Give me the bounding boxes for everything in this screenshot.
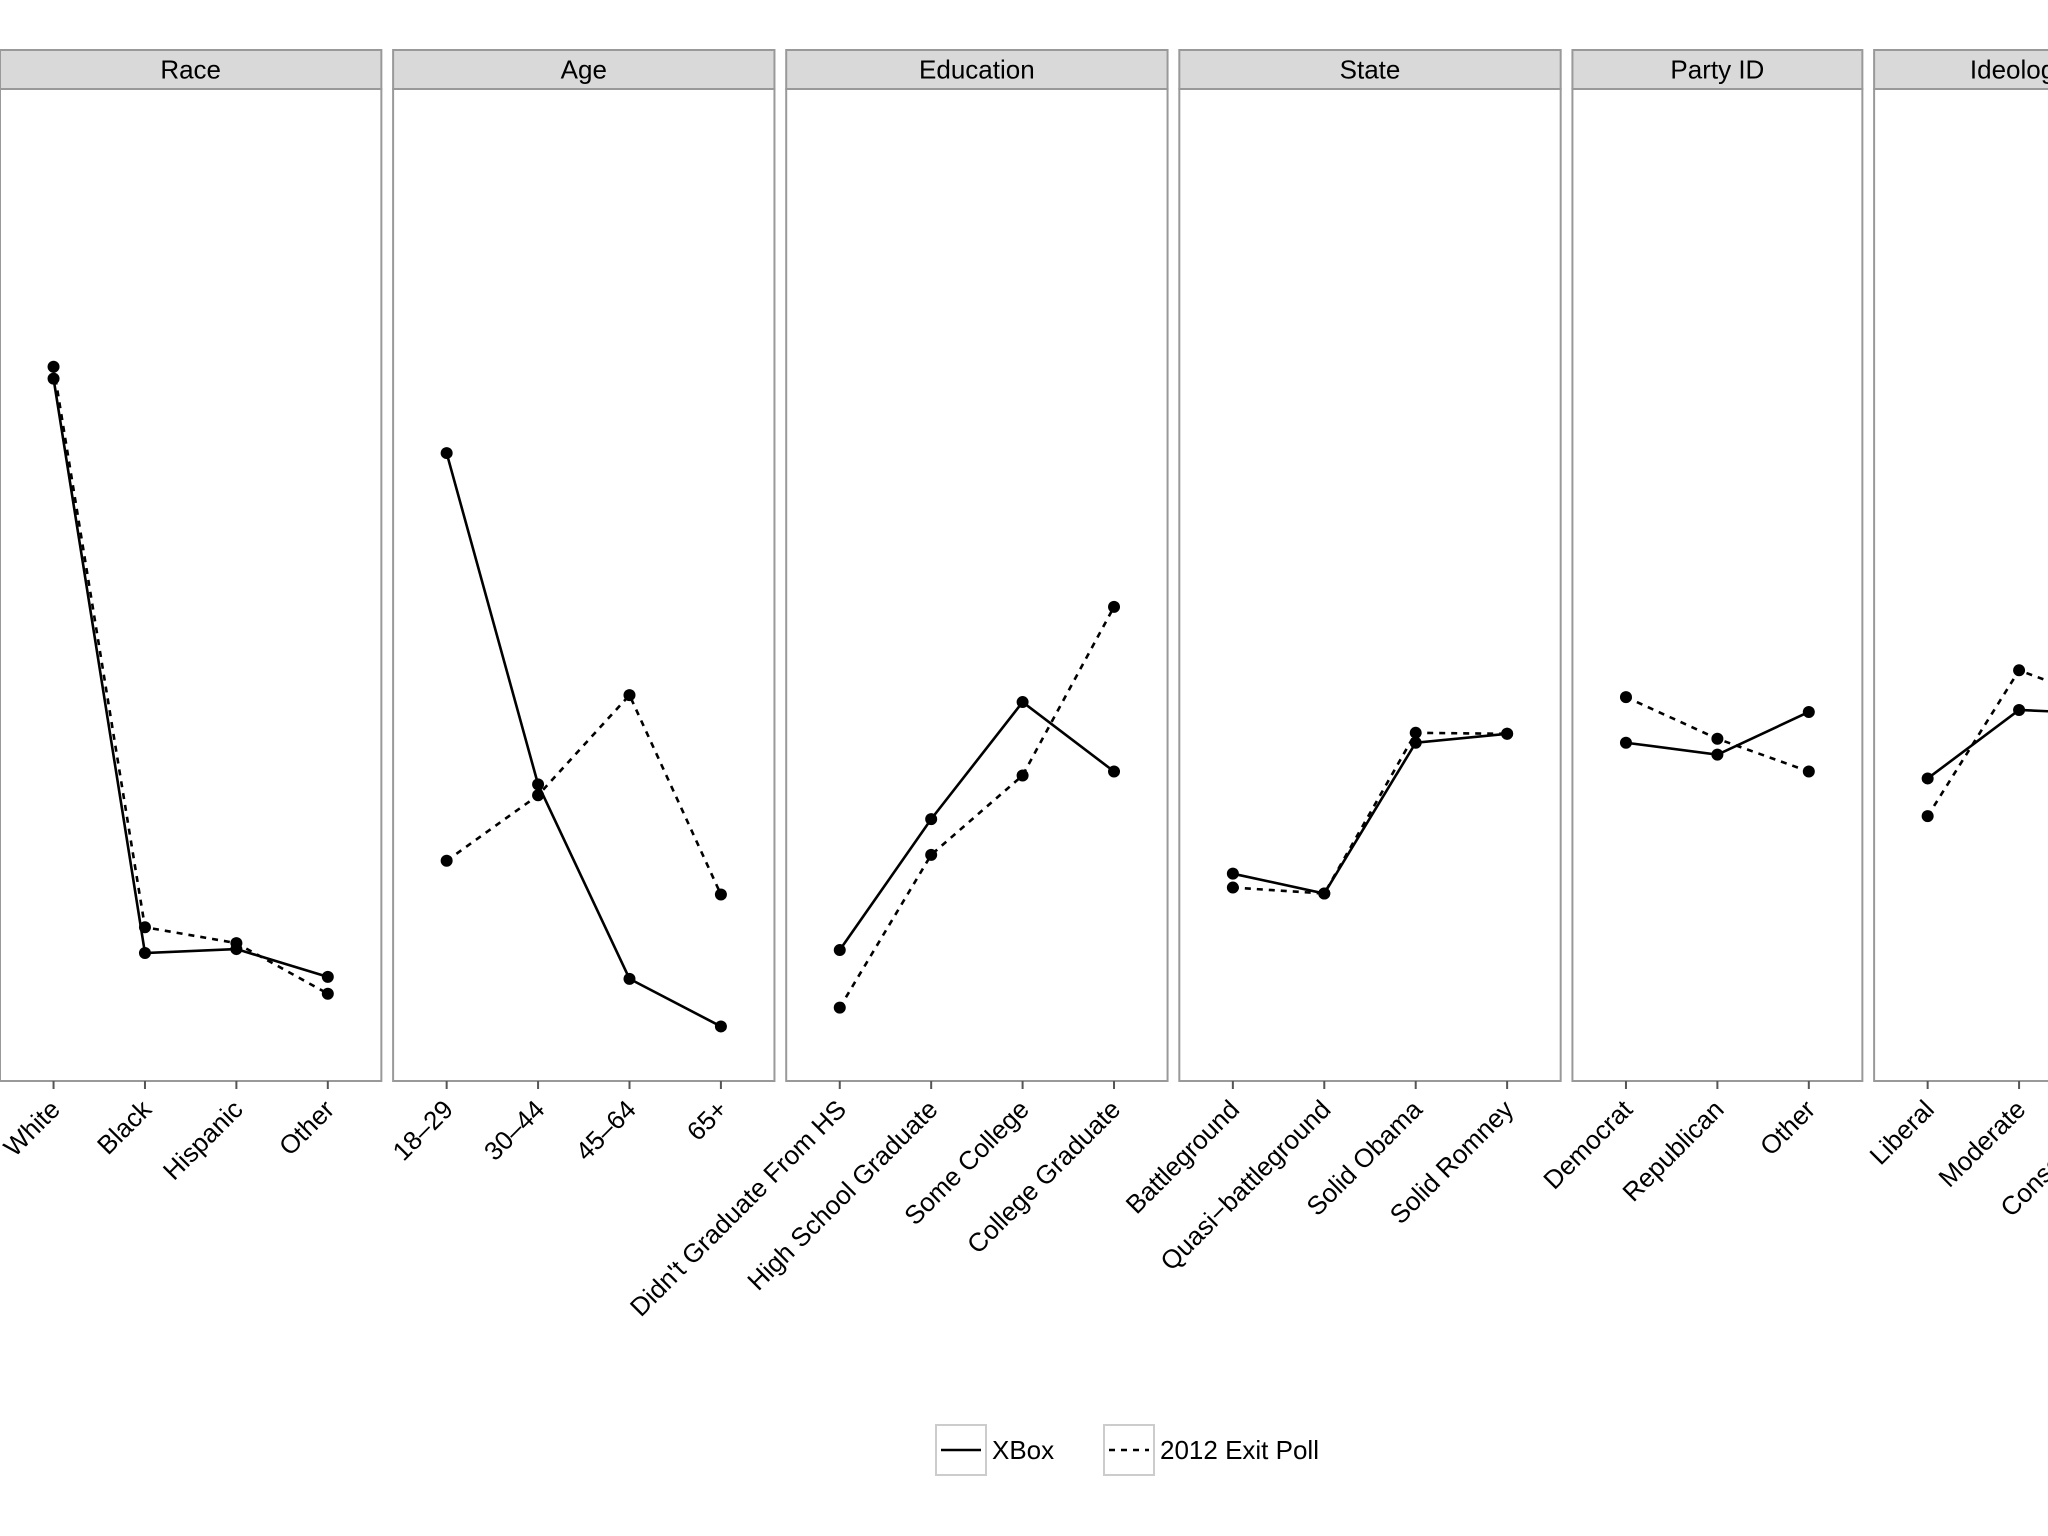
x-tick-label: College Graduate: [961, 1094, 1126, 1259]
point: [2013, 703, 2026, 716]
point: [925, 848, 938, 861]
point: [532, 778, 545, 791]
panel: [1571, 88, 1864, 1082]
panel-title: Education: [919, 55, 1035, 85]
point: [321, 970, 334, 983]
panel-title: Party ID: [1670, 55, 1764, 85]
point: [714, 1020, 727, 1033]
x-tick-label: Other: [273, 1094, 340, 1161]
point: [47, 360, 60, 373]
x-tick-label: 18–29: [387, 1094, 459, 1166]
x-tick-label: Quasi−battleground: [1154, 1094, 1336, 1276]
point: [623, 972, 636, 985]
strip: [0, 49, 383, 90]
point: [1802, 705, 1815, 718]
x-tick-label: 65+: [681, 1094, 733, 1146]
point: [230, 937, 243, 950]
series-line: [445, 452, 722, 1028]
point: [1016, 696, 1029, 709]
legend-label: 2012 Exit Poll: [1160, 1435, 1319, 1465]
panel: [0, 88, 383, 1082]
point: [833, 1001, 846, 1014]
panel-title: State: [1340, 55, 1401, 85]
point: [1318, 887, 1331, 900]
point: [1619, 736, 1632, 749]
panel: [392, 88, 776, 1082]
series-line: [1232, 732, 1508, 895]
point: [1108, 765, 1121, 778]
panel: [1178, 88, 1562, 1082]
point: [532, 789, 545, 802]
point: [1108, 600, 1121, 613]
panel-title: Age: [561, 55, 607, 85]
point: [1802, 765, 1815, 778]
point: [440, 854, 453, 867]
x-tick-label: 45–64: [569, 1094, 641, 1166]
point: [138, 947, 151, 960]
x-tick-label: 30–44: [478, 1094, 550, 1166]
legend-label: XBox: [992, 1435, 1054, 1465]
point: [1226, 867, 1239, 880]
point: [714, 888, 727, 901]
point: [1921, 772, 1934, 785]
point: [1409, 726, 1422, 739]
point: [138, 921, 151, 934]
x-tick-label: Black: [91, 1093, 158, 1160]
point: [1711, 748, 1724, 761]
panel-title: Ideology: [1970, 55, 2048, 85]
strip: [785, 49, 1169, 90]
point: [1016, 769, 1029, 782]
panel: [785, 88, 1169, 1082]
point: [1619, 691, 1632, 704]
series-line: [838, 606, 1116, 1009]
series-line: [52, 378, 329, 979]
strip: [1571, 49, 1864, 90]
point: [1711, 732, 1724, 745]
series-line: [838, 700, 1115, 951]
point: [1501, 727, 1514, 740]
point: [623, 689, 636, 702]
panel: [1873, 88, 2048, 1082]
point: [2013, 664, 2026, 677]
series-line: [1926, 668, 2048, 817]
point: [440, 447, 453, 460]
strip: [1178, 49, 1562, 90]
x-tick-label: Other: [1754, 1094, 1821, 1161]
panel-title: Race: [160, 55, 221, 85]
point: [321, 987, 334, 1000]
x-tick-label: Hispanic: [157, 1094, 249, 1186]
point: [1226, 881, 1239, 894]
x-tick-label: White: [0, 1094, 66, 1162]
point: [925, 813, 938, 826]
point: [1921, 810, 1934, 823]
point: [47, 372, 60, 385]
series-line: [1232, 731, 1508, 895]
point: [833, 944, 846, 957]
x-tick-label: Liberal: [1863, 1094, 1939, 1170]
series-line: [52, 366, 329, 995]
series-line: [445, 692, 723, 896]
